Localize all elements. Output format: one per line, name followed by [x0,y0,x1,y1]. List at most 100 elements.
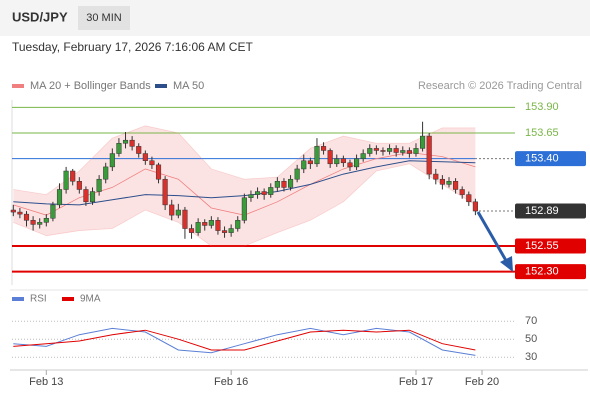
candle-body [241,197,247,221]
timeframe: 30 MIN [86,12,122,24]
level-label: 152.55 [525,240,559,252]
candle-body [129,139,135,147]
candle-body [228,228,234,233]
candle-body [103,166,109,180]
y-tick-label: 50 [525,333,537,345]
candle-body [76,181,82,190]
legend-swatch [62,297,74,301]
candle-body [314,146,320,165]
candle-body [43,217,49,223]
legend-label: MA 50 [173,80,204,92]
candle-body [321,146,327,151]
candle-body [307,160,313,165]
level-label: 153.65 [525,127,559,139]
legend-label: MA 20 + Bollinger Bands [30,80,151,92]
candle-body [472,201,478,212]
candle-body [393,148,399,153]
candle-body [169,204,175,216]
candle-body [261,191,267,195]
candle-body [459,189,465,195]
candle-body [56,189,63,206]
candle-body [360,153,366,159]
candle-body [387,148,393,152]
candle-body [188,228,195,233]
candle-body [439,178,445,185]
legend-swatch [12,84,24,88]
datetime: Tuesday, February 17, 2026 7:16:06 AM CE… [12,40,253,54]
y-tick-label: 70 [525,315,537,327]
candle-body [347,162,353,168]
x-tick-label: Feb 17 [399,376,433,388]
candle-body [89,191,96,203]
candle-body [327,150,333,165]
legend-swatch [155,84,167,88]
candle-body [202,222,208,226]
level-label: 153.90 [525,101,559,113]
candle-body [268,187,274,195]
candle-body [413,148,419,154]
candle-body [116,143,122,154]
level-label-box [515,238,586,254]
level-label-box [515,151,586,167]
candle-body [96,178,102,192]
x-tick-label: Feb 16 [214,376,248,388]
candle-body [195,222,201,233]
candle-body [294,168,300,180]
bollinger-band [13,125,476,246]
candle-body [420,135,426,149]
level-label-box [515,203,586,219]
candle-body [235,220,241,229]
candle-body [136,146,142,154]
candle-body [23,213,30,221]
candle-body [281,181,287,188]
candle-body [162,178,168,206]
candle-body [400,150,406,153]
level-label: 153.40 [525,153,559,165]
candle-body [426,135,432,175]
x-tick-label: Feb 13 [29,376,63,388]
bollinger-line [13,125,476,196]
candle-body [340,158,346,164]
candle-body [208,220,214,226]
candle-body [155,164,162,180]
candle-body [122,139,129,144]
projection-arrow [476,211,510,265]
candle-body [37,222,43,225]
candle-body [70,170,76,182]
candle-body [380,150,386,152]
candle-body [334,158,340,165]
legend-label: RSI [30,294,47,305]
x-tick-label: Feb 20 [465,376,499,388]
bollinger-line [13,163,476,247]
rsi-line [13,329,476,351]
timeframe-box [78,6,130,30]
candle-body [10,209,16,213]
candle-body [367,148,373,154]
candle-body [30,220,36,225]
candle-body [373,148,379,151]
candle-body [301,160,307,170]
candle-body [17,211,23,215]
attribution: Research © 2026 Trading Central [418,80,582,92]
candle-body [50,204,56,219]
symbol: USD/JPY [12,9,68,24]
legend-label: 9MA [80,294,101,305]
candle-body [182,209,188,229]
candle-body [142,153,148,161]
candle-body [254,191,261,195]
candle-body [354,158,360,168]
level-label: 152.30 [525,266,559,278]
candle-body [63,170,69,190]
candle-body [248,194,254,198]
candle-body [215,220,221,231]
candle-body [433,173,439,180]
candle-body [287,178,294,188]
candle-body [453,181,459,190]
candle-body [446,181,452,185]
level-label-box [515,264,586,280]
candle-body [274,181,280,188]
candle-body [83,189,89,203]
candle-body [221,230,228,233]
candle-body [406,150,412,154]
